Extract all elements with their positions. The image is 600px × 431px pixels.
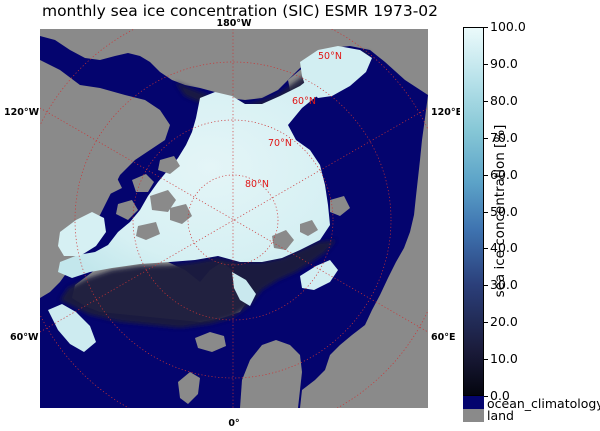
colorbar-tick-label: 0.0 xyxy=(490,388,510,403)
colorbar-tick-mark xyxy=(484,138,488,139)
lat-label-70n: 70°N xyxy=(268,138,292,149)
legend-label-land: land xyxy=(487,408,514,423)
lon-label-right-lower: 60°E xyxy=(431,332,455,343)
lon-label-right-upper: 120°E xyxy=(431,107,460,118)
legend-swatch-land xyxy=(463,409,484,422)
lon-label-top: 180°W xyxy=(216,18,252,29)
lon-label-left-lower: 60°W xyxy=(10,332,39,343)
sea-ice-greenland-east xyxy=(232,272,256,306)
colorbar-tick-mark xyxy=(484,64,488,65)
graticule xyxy=(40,29,428,408)
colorbar-tick-label: 80.0 xyxy=(490,93,518,108)
sea-ice-barents xyxy=(300,260,338,290)
map-title: monthly sea ice concentration (SIC) ESMR… xyxy=(41,2,439,20)
land-siberia xyxy=(40,29,428,100)
sea-ice-map: 50°N 60°N 70°N 80°N 180°W 120°W 120°E 60… xyxy=(4,18,460,429)
sea-ice-labrador xyxy=(48,304,96,352)
colorbar-tick-mark xyxy=(484,322,488,323)
parallel-80n xyxy=(187,174,279,266)
colorbar-tick-label: 30.0 xyxy=(490,277,518,292)
colorbar-tick-label: 10.0 xyxy=(490,351,518,366)
colorbar-tick-label: 60.0 xyxy=(490,167,518,182)
land-arctic-islands xyxy=(272,196,350,250)
lat-label-60n: 60°N xyxy=(292,96,316,107)
colorbar-tick-mark xyxy=(484,396,488,397)
lat-label-80n: 80°N xyxy=(245,179,269,190)
lon-label-left-upper: 120°W xyxy=(4,107,40,118)
colorbar xyxy=(463,27,484,396)
colorbar-tick-mark xyxy=(484,175,488,176)
colorbar-tick-label: 90.0 xyxy=(490,56,518,71)
parallel-60n xyxy=(74,61,392,379)
colorbar-tick-label: 50.0 xyxy=(490,204,518,219)
land-britain xyxy=(178,372,200,404)
colorbar-tick-label: 20.0 xyxy=(490,314,518,329)
colorbar-tick-mark xyxy=(484,101,488,102)
colorbar-tick-mark xyxy=(484,285,488,286)
colorbar-tick-mark xyxy=(484,27,488,28)
colorbar-tick-mark xyxy=(484,212,488,213)
sea-ice-hudson xyxy=(58,212,106,256)
sea-ice-pack xyxy=(58,56,362,278)
lon-label-bottom: 0° xyxy=(228,418,239,429)
colorbar-tick-label: 100.0 xyxy=(490,19,526,34)
legend-swatch-ocean-climatology xyxy=(463,396,484,409)
colorbar-tick-label: 40.0 xyxy=(490,240,518,255)
parallel-70n xyxy=(132,119,334,321)
land-archipelago xyxy=(100,156,192,240)
colorbar-tick-mark xyxy=(484,359,488,360)
legend-label-ocean-climatology: ocean_climatology xyxy=(487,396,600,411)
lat-label-50n: 50°N xyxy=(318,51,342,62)
sea-ice-okhotsk xyxy=(300,46,372,98)
marginal-ice-zone xyxy=(60,240,336,328)
land-eurasia-east xyxy=(300,95,428,408)
land-europe xyxy=(240,340,302,408)
colorbar-tick-label: 70.0 xyxy=(490,130,518,145)
land-iceland xyxy=(195,332,226,352)
colorbar-tick-mark xyxy=(484,248,488,249)
